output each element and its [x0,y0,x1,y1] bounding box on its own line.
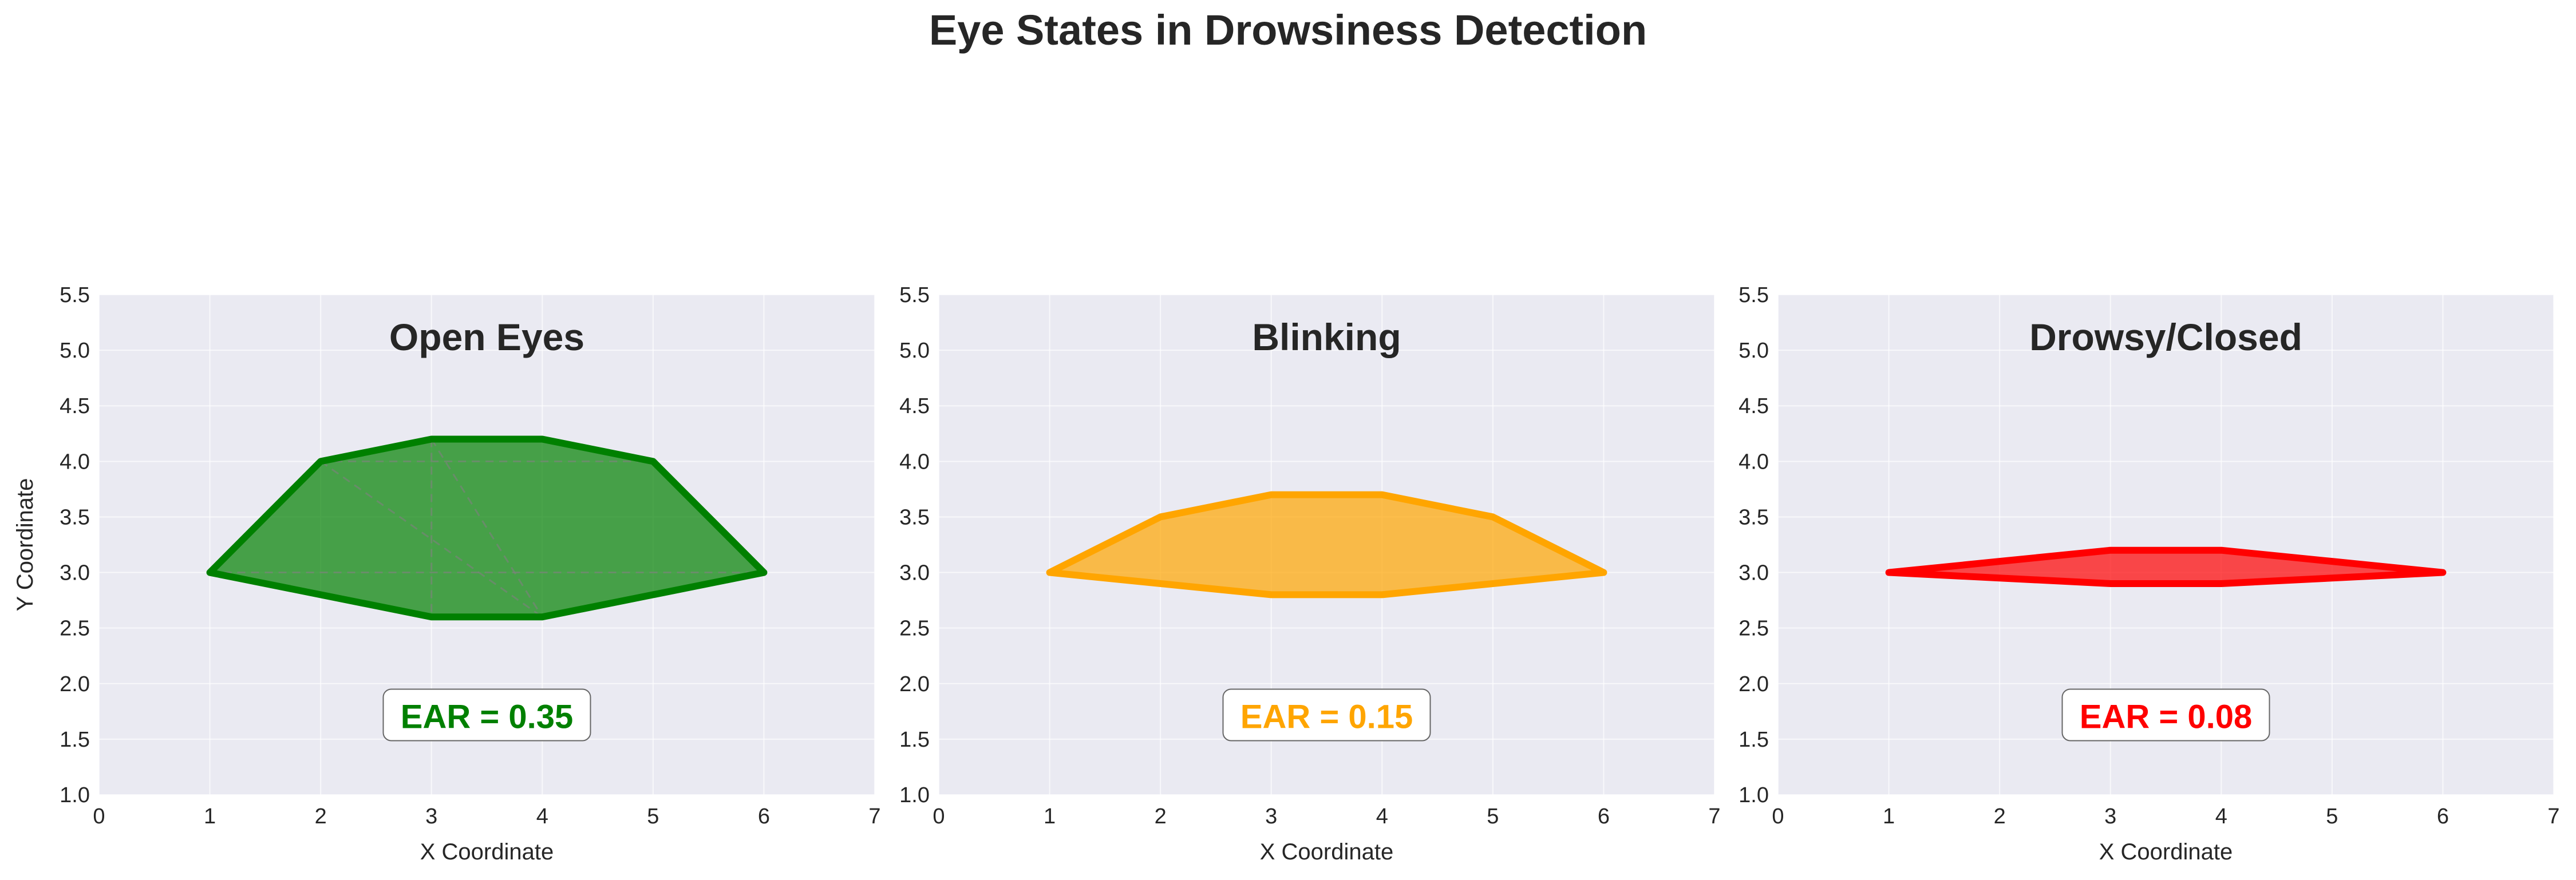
panels: 0 1 2 3 4 5 6 7 1.0 1.5 2.0 2.5 3.0 3.5 4.0 4.5 5.0 5.5 X … [13,283,2560,865]
x-tick-label: 5 [647,804,659,829]
y-tick-label: 1.0 [899,783,930,807]
x-tick-label: 3 [2104,804,2116,829]
x-tick-label: 6 [2437,804,2449,829]
x-tick-label: 1 [1883,804,1895,829]
x-tick-label: 6 [758,804,770,829]
y-tick-label: 1.0 [1739,783,1769,807]
y-tick-label: 2.5 [1739,617,1769,641]
y-tick-label: 4.5 [60,394,90,418]
x-tick-label: 0 [1772,804,1784,829]
panel-title: Drowsy/Closed [2029,316,2302,358]
y-tick-label: 2.5 [899,617,930,641]
x-tick-label: 1 [1044,804,1056,829]
chart-panel-1: 0 1 2 3 4 5 6 7 1.0 1.5 2.0 2.5 3.0 3.5 4.0 4.5 5.0 5.5 X … [13,283,881,865]
x-axis-label: X Coordinate [1260,839,1393,865]
y-tick-label: 3.0 [1739,561,1769,585]
ear-annotation: EAR = 0.08 [2080,698,2252,735]
y-tick-label: 1.0 [60,783,90,807]
panel-title: Blinking [1252,316,1401,358]
ear-annotation-box [1222,688,1431,742]
y-tick-label: 5.5 [899,283,930,307]
y-tick-label: 2.0 [60,672,90,696]
x-tick-label: 1 [204,804,216,829]
x-tick-label: 4 [536,804,548,829]
y-tick-label: 2.0 [1739,672,1769,696]
x-tick-label: 0 [93,804,105,829]
panel-title: Open Eyes [389,316,584,358]
y-tick-label: 1.5 [60,728,90,752]
chart-panel-3: 0 1 2 3 4 5 6 7 1.0 1.5 2.0 2.5 3.0 3.5 4.0 4.5 5.0 5.5 X … [1739,283,2559,865]
y-tick-label: 3.5 [1739,505,1769,529]
y-tick-label: 5.0 [1739,339,1769,363]
y-tick-label: 4.5 [1739,394,1769,418]
y-tick-label: 3.0 [899,561,930,585]
x-tick-label: 3 [1265,804,1277,829]
y-tick-label: 2.5 [60,617,90,641]
y-tick-label: 5.0 [60,339,90,363]
x-tick-label: 7 [868,804,880,829]
ear-annotation: EAR = 0.15 [1240,698,1413,735]
y-tick-label: 4.0 [1739,450,1769,474]
x-tick-label: 0 [933,804,945,829]
chart-panel-2: 0 1 2 3 4 5 6 7 1.0 1.5 2.0 2.5 3.0 3.5 4.0 4.5 5.0 5.5 X … [899,283,1720,865]
x-tick-label: 5 [2326,804,2338,829]
x-tick-label: 6 [1598,804,1610,829]
eye-shape-outline [1046,491,1607,598]
y-tick-label: 5.5 [60,283,90,307]
landmark-line [430,438,543,618]
y-tick-label: 5.5 [1739,283,1769,307]
y-tick-label: 5.0 [899,339,930,363]
y-tick-label: 3.0 [60,561,90,585]
y-tick-label: 1.5 [899,728,930,752]
y-tick-label: 1.5 [1739,728,1769,752]
figure-title: Eye States in Drowsiness Detection [929,6,1647,54]
x-tick-label: 5 [1487,804,1499,829]
y-axis-label: Y Coordinate [13,478,38,612]
x-tick-label: 2 [315,804,327,829]
y-tick-label: 3.5 [60,505,90,529]
x-axis-label: X Coordinate [2099,839,2233,865]
x-tick-label: 2 [1155,804,1167,829]
x-axis-label: X Coordinate [420,839,554,865]
eye-shape-outline [206,435,768,621]
x-tick-label: 4 [2215,804,2227,829]
y-tick-label: 4.0 [899,450,930,474]
y-tick-label: 2.0 [899,672,930,696]
ear-annotation-box [2061,688,2270,742]
eye-shape-outline [1885,546,2447,587]
ear-annotation-box [382,688,591,742]
eye-shape-fill [1888,550,2443,584]
landmark-line [320,461,543,618]
x-tick-label: 4 [1376,804,1388,829]
y-tick-label: 4.5 [899,394,930,418]
x-tick-label: 7 [1708,804,1720,829]
ear-annotation: EAR = 0.35 [401,698,573,735]
x-tick-label: 2 [1994,804,2006,829]
x-tick-label: 3 [425,804,437,829]
eye-shape-fill [1049,494,1604,595]
y-tick-label: 3.5 [899,505,930,529]
x-tick-label: 7 [2547,804,2559,829]
y-tick-label: 4.0 [60,450,90,474]
